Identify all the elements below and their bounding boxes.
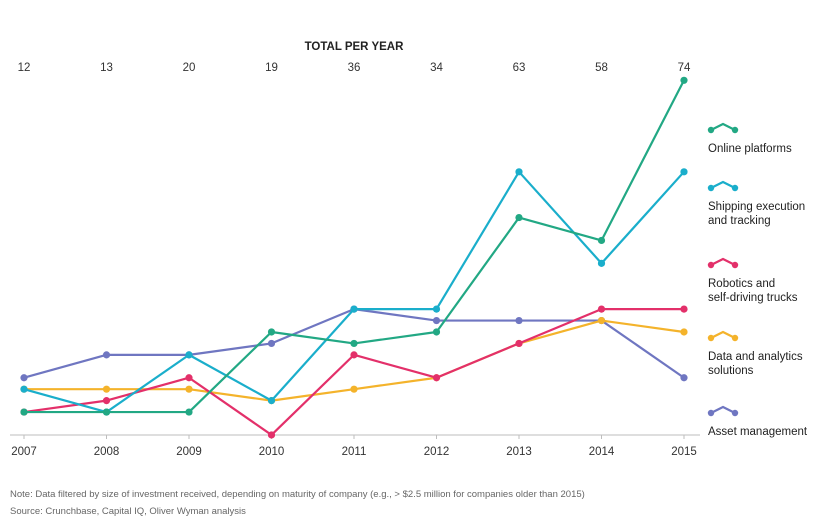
total-value: 63: [513, 62, 526, 74]
data-point: [185, 374, 193, 382]
legend-symbol-dot: [731, 409, 739, 417]
data-point: [432, 374, 441, 382]
data-point: [102, 385, 111, 393]
series-data-and-analytics-solutions: [20, 316, 688, 405]
data-point: [102, 351, 111, 359]
series-online-platforms: [20, 76, 688, 416]
x-tick-label: 2014: [589, 446, 615, 458]
legend-item: Data and analytics solutions: [707, 330, 803, 377]
data-point: [185, 351, 193, 359]
legend-label: Online platforms: [708, 143, 792, 155]
data-point: [267, 397, 276, 405]
total-value: 74: [678, 62, 691, 74]
data-point: [20, 408, 28, 416]
legend-label: and tracking: [708, 215, 771, 227]
legend-symbol-dot: [731, 334, 739, 342]
data-point: [185, 385, 193, 393]
data-point: [350, 305, 358, 313]
x-tick-label: 2007: [11, 446, 37, 458]
legend-label: Shipping execution: [708, 201, 805, 213]
series-line: [23, 308, 684, 437]
data-point: [597, 259, 606, 267]
legend-symbol-line: [710, 180, 736, 189]
data-point: [102, 397, 111, 405]
total-value: 20: [183, 62, 196, 74]
totals-title: TOTAL PER YEAR: [305, 41, 405, 53]
total-value: 12: [18, 62, 31, 74]
total-value: 34: [430, 62, 443, 74]
legend-symbol-line: [710, 405, 736, 414]
data-point: [597, 236, 606, 245]
legend-symbol-dot: [707, 409, 715, 417]
x-tick-label: 2008: [94, 446, 120, 458]
data-point: [680, 76, 688, 84]
legend-symbol-line: [710, 122, 736, 131]
legend: Online platforms Shipping execution and tr…: [707, 122, 808, 438]
total-value: 58: [595, 62, 608, 74]
legend-symbol-line: [710, 257, 736, 266]
data-point: [432, 328, 441, 336]
data-point: [267, 339, 276, 348]
legend-symbol-dot: [707, 184, 715, 192]
legend-symbol-dot: [707, 261, 715, 269]
data-point: [680, 328, 688, 336]
legend-symbol-line: [710, 330, 736, 339]
footnote-source: Source: Crunchbase, Capital IQ, Oliver W…: [10, 506, 246, 517]
data-point: [432, 305, 441, 313]
series-group: [20, 76, 688, 439]
data-point: [515, 168, 523, 176]
legend-symbol-dot: [731, 126, 739, 134]
data-point: [515, 339, 523, 348]
legend-label: Robotics and: [708, 278, 775, 290]
data-point: [20, 385, 28, 393]
legend-item: Robotics and self-driving trucks: [707, 257, 798, 304]
legend-item: Shipping execution and tracking: [707, 180, 805, 227]
total-value: 19: [265, 62, 278, 74]
data-point: [102, 408, 111, 416]
legend-label: self-driving trucks: [708, 292, 798, 304]
legend-symbol-dot: [731, 261, 739, 269]
legend-symbol-dot: [707, 334, 715, 342]
data-point: [515, 213, 523, 222]
data-point: [350, 339, 358, 348]
x-tick-label: 2010: [259, 446, 285, 458]
data-point: [515, 316, 523, 325]
series-shipping-execution-and-tracking: [20, 168, 688, 416]
legend-item: Online platforms: [707, 122, 792, 155]
x-tick-label: 2015: [671, 446, 697, 458]
x-tick-label: 2012: [424, 446, 450, 458]
legend-label: Asset management: [708, 426, 808, 438]
data-point: [597, 305, 606, 313]
data-point: [432, 316, 441, 325]
data-point: [680, 305, 688, 313]
series-line: [23, 170, 685, 414]
legend-item: Asset management: [707, 405, 808, 438]
legend-symbol-dot: [707, 126, 715, 134]
total-value: 13: [100, 62, 113, 74]
totals-row: 12 13 20 19 36 34 63 58 74: [18, 62, 691, 74]
data-point: [350, 385, 358, 393]
data-point: [267, 328, 276, 336]
data-point: [20, 374, 28, 382]
x-tick-label: 2013: [506, 446, 532, 458]
footnote-note: Note: Data filtered by size of investmen…: [10, 489, 585, 500]
data-point: [597, 316, 606, 325]
x-tick-label: 2011: [342, 446, 367, 458]
data-point: [267, 431, 276, 439]
x-tick-label: 2009: [176, 446, 202, 458]
data-point: [350, 351, 358, 359]
x-axis-ticks: 2007 2008 2009 2010 2011 2012 2013 2014 2015: [11, 435, 697, 458]
legend-label: Data and analytics: [708, 351, 803, 363]
data-point: [680, 374, 688, 382]
total-value: 36: [348, 62, 361, 74]
data-point: [185, 408, 193, 416]
legend-label: solutions: [708, 365, 754, 377]
legend-symbol-dot: [731, 184, 739, 192]
data-point: [680, 168, 688, 176]
